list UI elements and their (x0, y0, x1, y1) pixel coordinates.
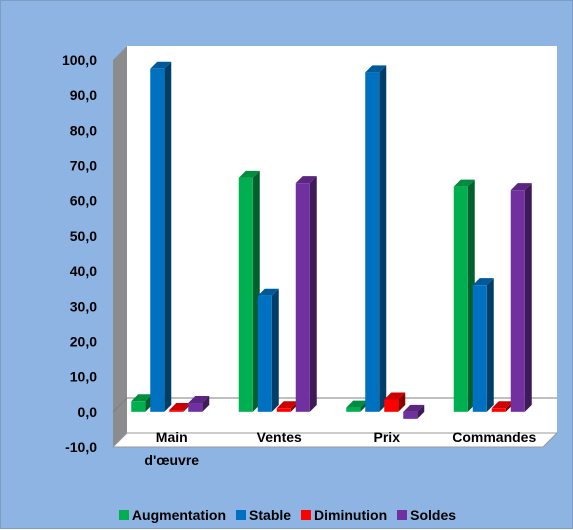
bar-soldes (295, 176, 317, 412)
bar-stable (472, 278, 494, 412)
floor (111, 432, 559, 448)
legend-item: Diminution (301, 507, 387, 523)
y-tick-label: 50,0 (70, 228, 97, 244)
legend-label: Stable (249, 507, 292, 523)
legend-item: Soldes (397, 507, 456, 523)
bar-stable (257, 288, 279, 412)
back-wall (127, 46, 557, 433)
x-category-label: Prix (374, 429, 401, 445)
legend-label: Soldes (410, 507, 457, 523)
y-tick-label: 40,0 (70, 263, 97, 279)
legend-swatch (236, 510, 247, 520)
legend: Augmentation Stable Diminution Soldes (1, 507, 573, 523)
x-category-label: Commandes (452, 429, 536, 445)
bar-augmentation (238, 170, 260, 412)
legend-swatch (397, 510, 408, 520)
legend-item: Augmentation (118, 507, 227, 523)
legend-item: Stable (236, 507, 291, 523)
bar-soldes (403, 404, 425, 419)
legend-label: Augmentation (131, 507, 227, 523)
y-tick-label: -10,0 (65, 439, 97, 455)
bar-stable (150, 61, 172, 412)
bar-diminution (384, 392, 406, 412)
y-tick-label: 0,0 (78, 404, 98, 420)
y-tick-label: 100,0 (62, 52, 97, 68)
y-tick-label: 30,0 (70, 298, 97, 314)
legend-swatch (118, 510, 129, 520)
bar-soldes (510, 183, 532, 412)
y-tick-label: 60,0 (70, 193, 97, 209)
legend-label: Diminution (314, 507, 388, 523)
x-category-label: Ventes (257, 429, 302, 445)
y-tick-label: 10,0 (70, 369, 97, 385)
y-tick-label: 80,0 (70, 122, 97, 138)
x-category-label: Main d'œuvre (144, 429, 199, 468)
side-wall (113, 46, 127, 447)
bar-stable (365, 65, 387, 412)
zero-baseline-side (112, 397, 128, 413)
y-tick-label: 70,0 (70, 158, 97, 174)
y-tick-label: 20,0 (70, 333, 97, 349)
bar-augmentation (453, 179, 475, 412)
y-tick-label: 90,0 (70, 87, 97, 103)
legend-swatch (301, 510, 312, 520)
bar-soldes (188, 396, 210, 412)
